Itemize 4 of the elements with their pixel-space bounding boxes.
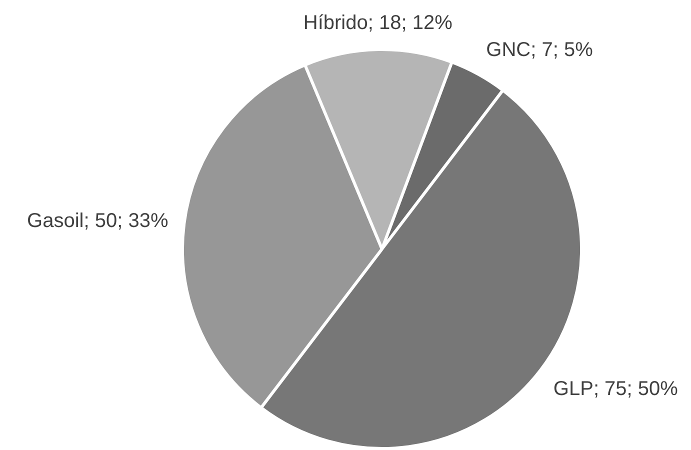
slice-label: Híbrido; 18; 12% [303,12,453,34]
slice-label: GLP; 75; 50% [553,378,678,400]
slice-label: GNC; 7; 5% [486,38,594,61]
slice-label: Gasoil; 50; 33% [27,210,168,232]
